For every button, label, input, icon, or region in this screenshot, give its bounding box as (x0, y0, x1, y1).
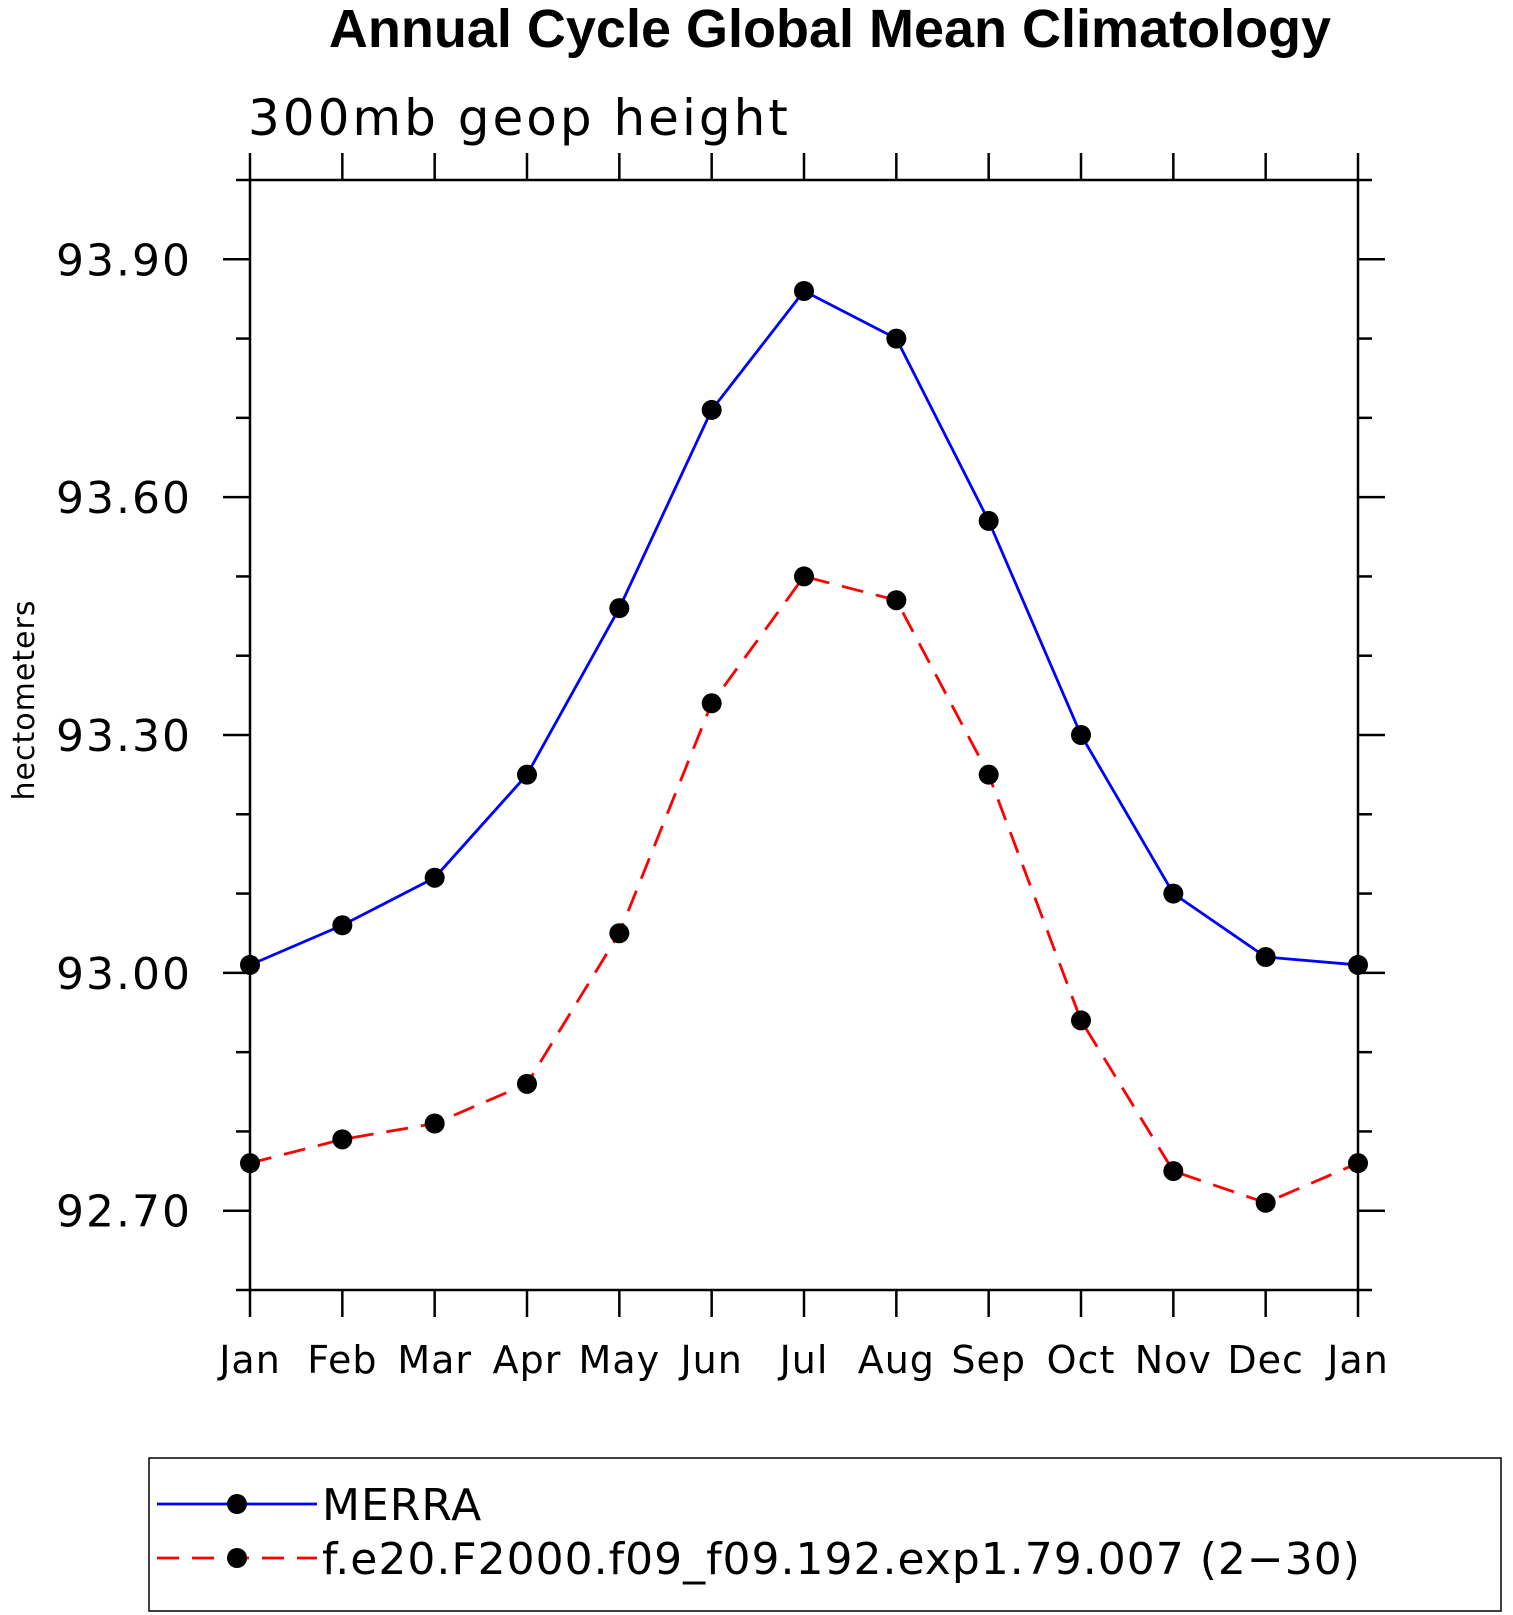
y-tick-label: 93.90 (56, 235, 192, 286)
series-2-point (517, 1073, 537, 1094)
series-2-point (1255, 1192, 1276, 1213)
series-2-point (332, 1129, 353, 1150)
series-2-point (609, 923, 630, 944)
series-1-point (794, 281, 814, 301)
x-tick-label: Feb (307, 1338, 377, 1382)
series-1-point (517, 764, 537, 785)
y-tick-label: 92.70 (56, 1187, 192, 1238)
series-1-point (1163, 883, 1184, 904)
series-2-point (240, 1153, 260, 1174)
legend-entries: MERRAf.e20.F2000.f09_f09.192.exp1.79.007… (157, 1480, 1361, 1585)
y-tick-label: 93.00 (56, 949, 192, 1000)
legend-marker (227, 1548, 247, 1568)
x-axis-ticks: Jan Feb Mar Apr May Jun Jul Aug Sep Oct Nov Dec Jan (217, 153, 1389, 1382)
x-tick-label: Nov (1135, 1338, 1212, 1382)
legend-box (148, 1457, 1502, 1612)
y-axis-label: hectometers (7, 600, 42, 801)
plot-area-frame (248, 178, 1360, 1292)
legend-label: MERRA (322, 1480, 482, 1531)
series-1-point (1255, 947, 1276, 967)
x-tick-label: Apr (493, 1338, 562, 1382)
x-tick-label: Aug (858, 1338, 935, 1382)
series-1-point (1071, 725, 1091, 745)
legend-label: f.e20.F2000.f09_f09.192.exp1.79.007 (2−3… (322, 1534, 1361, 1585)
series-2-point (1071, 1010, 1091, 1031)
series-1-point (240, 954, 260, 975)
series-2-point (1348, 1153, 1368, 1174)
series-2-point (1163, 1161, 1184, 1182)
legend-marker (227, 1494, 247, 1514)
series-1-point (978, 510, 999, 531)
series-2-point (424, 1113, 445, 1134)
x-tick-label: Jul (778, 1338, 829, 1382)
y-tick-label: 93.60 (56, 473, 192, 524)
series-1-point (701, 399, 722, 420)
series-1-point (886, 328, 907, 349)
series-line-1 (249, 289, 1359, 967)
series-line-2 (249, 574, 1359, 1205)
x-tick-label: Jun (678, 1338, 742, 1382)
series-2-point (701, 693, 722, 714)
legend: MERRAf.e20.F2000.f09_f09.192.exp1.79.007… (148, 1457, 1502, 1612)
x-tick-label: May (579, 1338, 661, 1382)
series-2-point (886, 590, 907, 611)
y-tick-label: 93.30 (56, 711, 192, 762)
x-tick-label: Mar (397, 1338, 472, 1382)
x-tick-label: Jan (217, 1338, 281, 1382)
series-2-point (794, 566, 814, 587)
x-tick-label: Dec (1227, 1338, 1304, 1382)
x-tick-label: Sep (951, 1338, 1026, 1382)
series-2-point (978, 764, 999, 785)
y-axis-ticks: 93.90 93.60 93.30 93.00 92.70 (56, 178, 1385, 1292)
chart-subtitle: 300mb geop height (248, 89, 791, 147)
series-1-point (424, 867, 445, 888)
chart-title: Annual Cycle Global Mean Climatology (329, 0, 1331, 59)
series-1-point (609, 598, 630, 619)
series-1-point (1348, 954, 1368, 975)
x-tick-label: Jan (1325, 1338, 1389, 1382)
x-tick-label: Oct (1047, 1338, 1116, 1382)
series-layer (240, 281, 1368, 1213)
series-1-point (332, 915, 353, 936)
